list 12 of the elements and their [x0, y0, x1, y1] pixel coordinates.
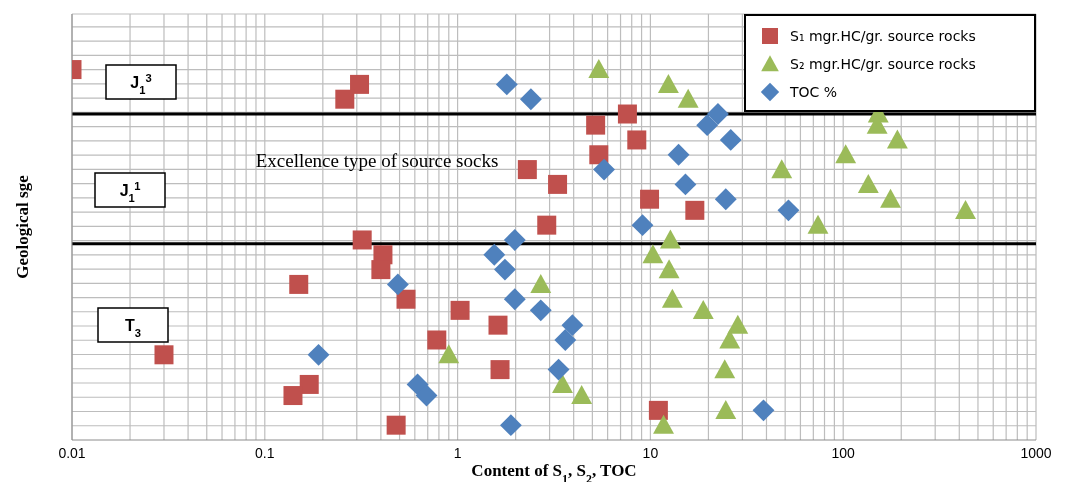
- y-axis-title: Geological sge: [13, 174, 33, 279]
- legend-label: S₁ mgr.HC/gr. source rocks: [790, 28, 976, 44]
- x-tick-label: 1: [453, 444, 462, 461]
- x-tick-label: 0.1: [255, 444, 275, 461]
- x-tick-label: 100: [831, 444, 856, 461]
- annotation: T$_{3}$: [124, 317, 142, 339]
- legend-label: S₂ mgr.HC/gr. source rocks: [790, 56, 976, 72]
- x-tick-label: 1000: [1020, 444, 1052, 461]
- legend-label: TOC %: [790, 84, 838, 100]
- x-tick-label: 0.01: [58, 444, 86, 461]
- annotation: Excellence type of source socks: [255, 150, 499, 171]
- x-tick-label: 10: [642, 444, 659, 461]
